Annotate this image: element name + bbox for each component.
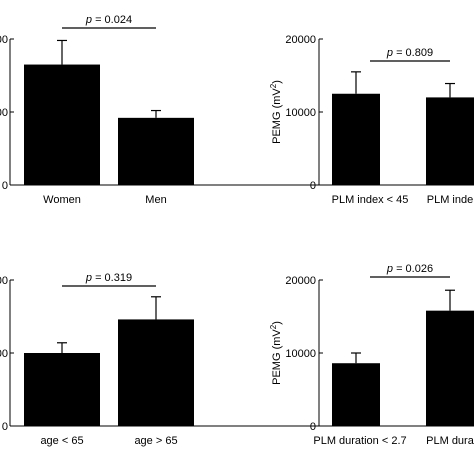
y-tick-label: 000 bbox=[0, 348, 8, 360]
p-value-label: p = 0.024 bbox=[85, 14, 132, 26]
y-tick-label: 000 bbox=[0, 107, 8, 119]
chart-panel-top-left: 0000000WomenMenp = 0.024 bbox=[0, 14, 474, 206]
y-tick-label: 10000 bbox=[285, 107, 316, 119]
y-tick-label: 0 bbox=[310, 180, 316, 192]
bar-plm-duration-2-7 bbox=[332, 363, 380, 426]
p-value-label: p = 0.026 bbox=[386, 263, 433, 275]
bar-age-65 bbox=[118, 319, 194, 426]
y-tick-label: 20000 bbox=[285, 275, 316, 287]
bar-plm-index-45 bbox=[332, 93, 380, 185]
x-category-label: PLM inde bbox=[427, 194, 473, 206]
chart-panel-bottom-right: 0 10000 20000 PEMG (mV2) PLM duration < 2.7 P… bbox=[269, 263, 474, 447]
p-value-label: p = 0.809 bbox=[386, 47, 433, 59]
bar-women bbox=[24, 64, 100, 185]
bar-plm-inde bbox=[426, 97, 474, 185]
y-axis-label: PEMG (mV2) bbox=[269, 321, 283, 385]
x-category-label: PLM index < 45 bbox=[332, 194, 409, 206]
y-tick-label: 000 bbox=[0, 34, 8, 46]
x-category-label: PLM duration < 2.7 bbox=[313, 435, 406, 447]
y-tick-label: 0 bbox=[310, 421, 316, 433]
y-tick-label: 20000 bbox=[285, 34, 316, 46]
x-category-label: Women bbox=[43, 194, 81, 206]
y-axis-label: PEMG (mV2) bbox=[269, 80, 283, 144]
y-tick-label: 0 bbox=[2, 421, 8, 433]
x-category-label: Men bbox=[145, 194, 166, 206]
y-tick-label: 000 bbox=[0, 275, 8, 287]
bar-age-65 bbox=[24, 353, 100, 426]
x-category-label: age > 65 bbox=[134, 435, 177, 447]
x-category-label: PLM dura bbox=[426, 435, 474, 447]
bar-plm-dura bbox=[426, 310, 474, 426]
y-tick-label: 0 bbox=[2, 180, 8, 192]
x-category-label: age < 65 bbox=[40, 435, 83, 447]
y-tick-label: 10000 bbox=[285, 348, 316, 360]
chart-panel-top-right: 0 10000 20000 PEMG (mV2) PLM index < 45 PLM i… bbox=[269, 34, 474, 206]
bar-men bbox=[118, 117, 194, 185]
p-value-label: p = 0.319 bbox=[85, 272, 132, 284]
